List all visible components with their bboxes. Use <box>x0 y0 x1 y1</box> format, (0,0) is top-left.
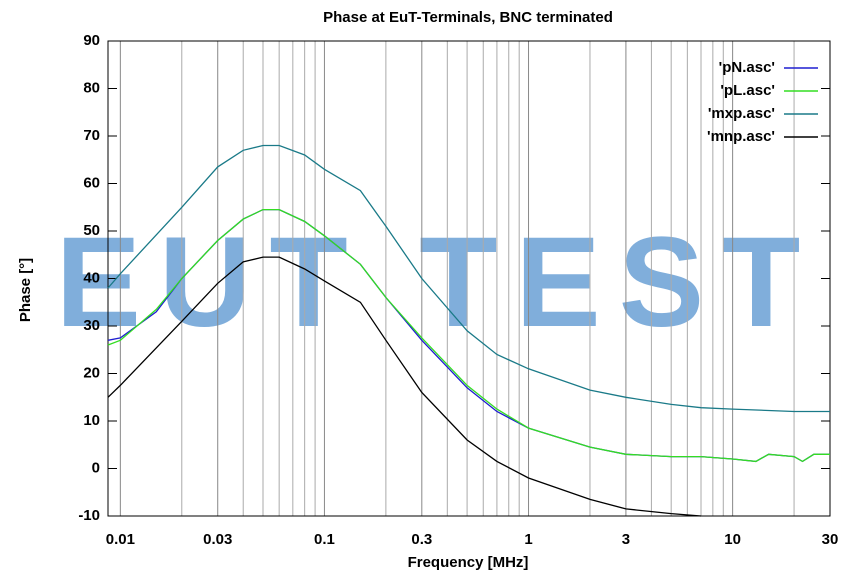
x-tick-label: 1 <box>524 531 532 548</box>
x-axis-label: Frequency [MHz] <box>408 554 529 571</box>
y-tick-label: 30 <box>83 317 100 334</box>
x-tick-label: 30 <box>822 531 839 548</box>
y-tick-label: 0 <box>92 459 100 476</box>
y-tick-label: 40 <box>83 269 100 286</box>
y-tick-label: 50 <box>83 222 100 239</box>
legend-label: 'mnp.asc' <box>707 128 775 145</box>
chart-title: Phase at EuT-Terminals, BNC terminated <box>323 9 613 26</box>
legend-label: 'pN.asc' <box>719 59 775 76</box>
legend-label: 'mxp.asc' <box>708 105 775 122</box>
y-tick-label: 10 <box>83 412 100 429</box>
x-tick-label: 0.3 <box>411 531 432 548</box>
y-tick-label: 60 <box>83 174 100 191</box>
plot-frame <box>107 40 831 517</box>
y-tick-label: 90 <box>83 32 100 49</box>
y-tick-label: 80 <box>83 79 100 96</box>
data-line <box>107 208 830 463</box>
legend-label: 'pL.asc' <box>720 82 775 99</box>
x-tick-label: 3 <box>622 531 630 548</box>
y-tick-label: 70 <box>83 127 100 144</box>
y-axis-label: Phase [°] <box>17 258 34 322</box>
x-tick-label: 10 <box>724 531 741 548</box>
y-tick-label: 20 <box>83 364 100 381</box>
x-tick-label: 0.03 <box>203 531 232 548</box>
watermark: EUT TEST <box>56 211 819 354</box>
x-tick-label: 0.01 <box>106 531 135 548</box>
data-line <box>107 144 830 413</box>
y-tick-label: -10 <box>78 507 100 524</box>
data-line <box>107 256 702 517</box>
x-tick-label: 0.1 <box>314 531 335 548</box>
